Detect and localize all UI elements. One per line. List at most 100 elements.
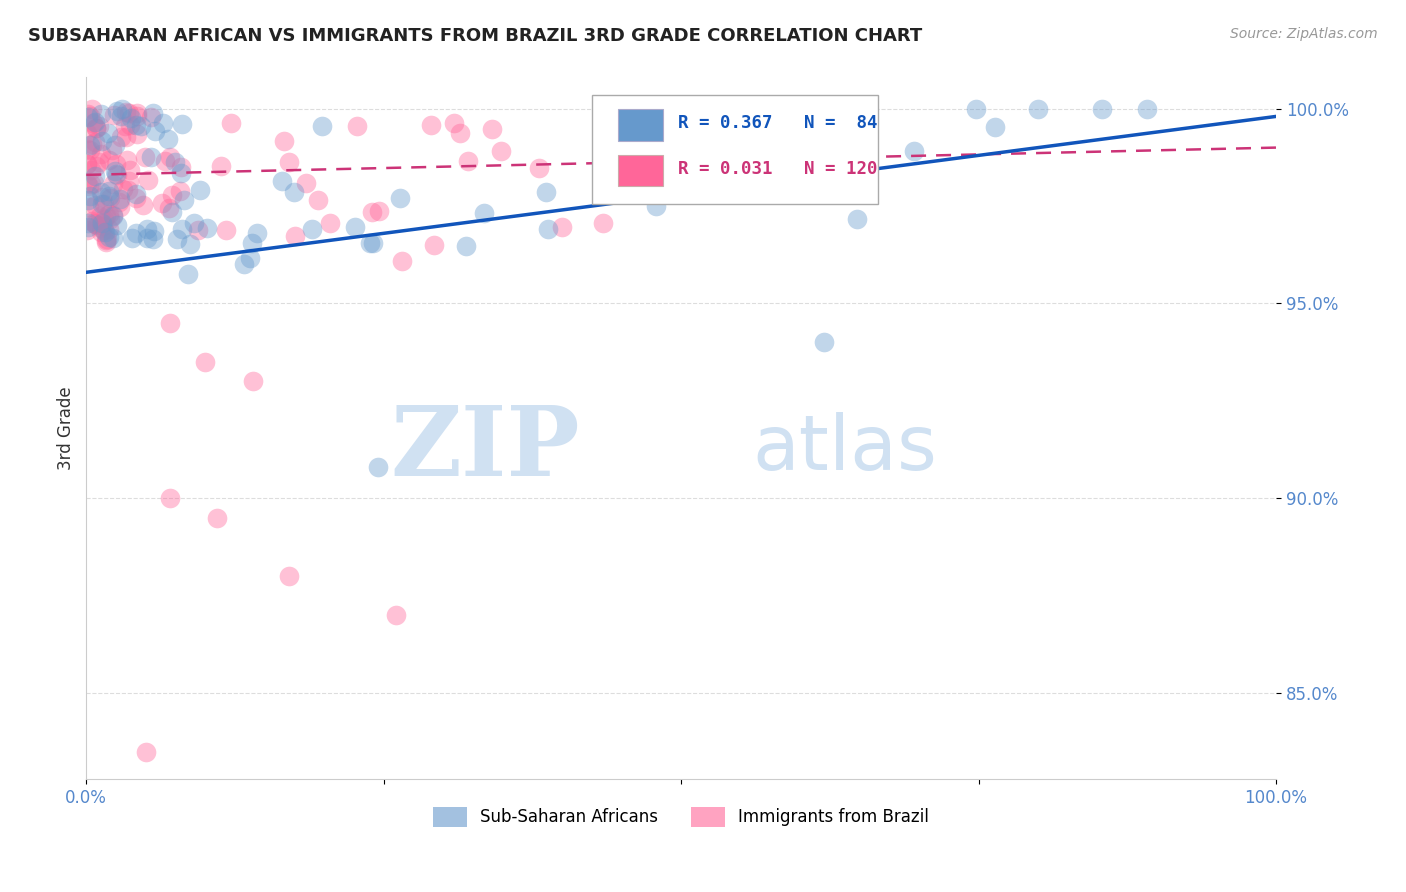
Point (91, 134, 114, 148)
Point (107, 194, 129, 209)
Point (125, 187, 148, 202)
Point (903, 145, 925, 159)
Point (77, 178, 100, 193)
Point (142, 231, 165, 245)
Point (84, 121, 107, 136)
Point (215, 223, 238, 237)
Point (90, 190, 112, 204)
Point (205, 511, 228, 525)
Point (1136, 102, 1159, 116)
Point (84, 121, 107, 136)
Point (94, 210, 117, 224)
Point (124, 191, 146, 205)
Point (93, 219, 115, 233)
Point (160, 204, 183, 219)
Point (454, 239, 477, 253)
Point (319, 216, 342, 230)
Point (645, 199, 668, 213)
Point (98, 222, 121, 236)
Point (103, 231, 125, 245)
Point (76, 110, 98, 124)
Point (79, 200, 101, 214)
Text: SUBSAHARAN AFRICAN VS IMMIGRANTS FROM BRAZIL 3RD GRADE CORRELATION CHART: SUBSAHARAN AFRICAN VS IMMIGRANTS FROM BR… (28, 27, 922, 45)
Point (527, 161, 550, 175)
Point (159, 316, 181, 330)
Point (98, 206, 121, 220)
Point (90, 220, 112, 235)
Point (143, 124, 166, 138)
Point (97, 126, 120, 140)
Point (77, 216, 100, 230)
Point (150, 196, 173, 211)
Point (1026, 102, 1049, 116)
Point (233, 257, 256, 271)
Point (277, 569, 299, 583)
Point (101, 143, 124, 157)
Point (239, 251, 262, 265)
Point (125, 128, 148, 142)
Point (481, 122, 503, 136)
Point (129, 119, 152, 133)
Point (457, 153, 479, 168)
Point (76, 156, 98, 170)
Point (127, 106, 149, 120)
Point (344, 220, 367, 235)
Text: Source: ZipAtlas.com: Source: ZipAtlas.com (1230, 27, 1378, 41)
Point (131, 198, 153, 212)
Point (136, 173, 159, 187)
Point (89, 209, 111, 223)
Point (110, 130, 132, 145)
Point (423, 238, 446, 252)
Point (104, 138, 127, 153)
Point (242, 236, 264, 251)
Point (134, 150, 156, 164)
Point (79, 138, 101, 153)
Point (90, 185, 112, 199)
Point (125, 119, 148, 133)
Point (176, 267, 198, 281)
Text: R = 0.367   N =  84: R = 0.367 N = 84 (678, 114, 877, 132)
Point (472, 206, 495, 220)
Legend: Sub-Saharan Africans, Immigrants from Brazil: Sub-Saharan Africans, Immigrants from Br… (427, 800, 935, 834)
Point (108, 192, 131, 206)
Point (142, 106, 165, 120)
Point (153, 153, 176, 168)
Point (143, 223, 166, 237)
Point (135, 222, 157, 236)
Text: atlas: atlas (752, 412, 938, 486)
Point (391, 254, 413, 268)
Point (115, 153, 138, 167)
Point (104, 164, 127, 178)
Text: ZIP: ZIP (391, 402, 581, 496)
Point (277, 155, 299, 169)
Point (77, 219, 100, 234)
Point (89, 119, 111, 133)
Point (90, 107, 112, 121)
Point (82, 136, 104, 151)
Point (89, 154, 111, 169)
Point (169, 184, 191, 198)
Point (83, 216, 105, 230)
Point (94, 233, 117, 247)
Point (77, 193, 100, 207)
Point (105, 103, 128, 118)
Point (157, 132, 180, 146)
Point (101, 209, 124, 223)
Point (101, 177, 124, 191)
Point (115, 105, 138, 120)
Point (103, 108, 125, 122)
Point (112, 182, 135, 196)
Point (117, 183, 139, 197)
Point (104, 157, 127, 171)
Point (179, 237, 201, 252)
Point (90, 226, 112, 240)
Point (76, 176, 98, 190)
Point (443, 116, 465, 130)
Point (166, 232, 188, 246)
Point (76, 156, 98, 170)
Point (76, 126, 98, 140)
Point (270, 174, 292, 188)
Point (1091, 102, 1114, 116)
Point (152, 116, 174, 130)
Point (115, 129, 138, 144)
